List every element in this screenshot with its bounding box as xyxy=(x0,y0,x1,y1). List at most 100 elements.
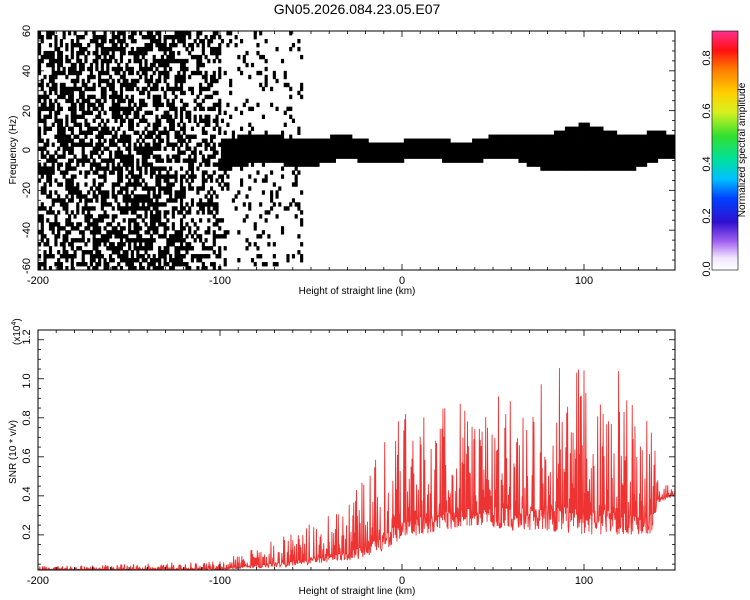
heatmap-cell xyxy=(526,158,530,163)
heatmap-cell xyxy=(534,162,538,167)
heatmap-cell xyxy=(529,146,533,151)
heatmap-cell xyxy=(139,106,143,112)
heatmap-cell xyxy=(139,50,143,56)
heatmap-cell xyxy=(466,146,470,151)
heatmap-cell xyxy=(70,70,74,76)
heatmap-cell xyxy=(201,50,205,56)
heatmap-cell xyxy=(111,82,115,88)
heatmap-cell xyxy=(111,54,115,60)
heatmap-cell xyxy=(43,126,47,131)
heatmap-cell xyxy=(73,190,77,195)
heatmap-cell xyxy=(103,198,107,203)
heatmap-cell xyxy=(573,158,577,163)
heatmap-cell xyxy=(403,154,407,159)
heatmap-cell xyxy=(248,174,252,179)
heatmap-cell xyxy=(196,66,200,72)
heatmap-cell xyxy=(78,66,83,72)
heatmap-cell xyxy=(638,158,642,163)
heatmap-cell xyxy=(46,254,50,259)
heatmap-cell xyxy=(169,174,173,179)
heatmap-cell xyxy=(117,146,121,151)
heatmap-cell xyxy=(40,78,44,84)
heatmap-cell xyxy=(155,258,159,263)
heatmap-cell xyxy=(133,202,137,207)
heatmap-cell xyxy=(179,142,184,147)
heatmap-cell xyxy=(128,154,132,159)
heatmap-cell xyxy=(128,246,132,251)
heatmap-cell xyxy=(62,70,66,76)
heatmap-cell xyxy=(586,154,590,159)
heatmap-cell xyxy=(139,46,143,52)
heatmap-cell xyxy=(215,122,219,127)
heatmap-cell xyxy=(95,134,99,139)
heatmap-cell xyxy=(611,134,615,139)
heatmap-cell xyxy=(130,126,134,131)
heatmap-cell xyxy=(89,166,93,171)
heatmap-cell xyxy=(84,242,88,247)
heatmap-cell xyxy=(139,194,143,199)
heatmap-cell xyxy=(133,58,137,64)
heatmap-cell xyxy=(158,130,162,135)
heatmap-cell xyxy=(357,158,361,163)
heatmap-cell xyxy=(158,154,162,159)
heatmap-cell xyxy=(305,146,309,151)
heatmap-cell xyxy=(218,166,222,171)
heatmap-cell xyxy=(130,230,134,235)
heatmap-cell xyxy=(89,66,93,72)
heatmap-cell xyxy=(182,78,186,84)
heatmap-cell xyxy=(660,146,664,151)
heatmap-cell xyxy=(166,186,170,191)
heatmap-cell xyxy=(343,150,347,155)
heatmap-cell xyxy=(291,170,296,175)
heatmap-cell xyxy=(188,246,192,251)
heatmap-cell xyxy=(65,194,69,199)
snr-x-axis-label: Height of straight line (km) xyxy=(299,586,416,597)
heatmap-cell xyxy=(600,166,604,171)
heatmap-cell xyxy=(111,34,115,40)
heatmap-cell xyxy=(253,222,257,227)
heatmap-cell xyxy=(149,226,154,231)
heatmap-cell xyxy=(152,194,156,199)
heatmap-cell xyxy=(171,262,175,267)
heatmap-cell xyxy=(472,138,476,143)
heatmap-cell xyxy=(201,74,205,80)
heatmap-cell xyxy=(117,126,121,131)
heatmap-cell xyxy=(319,158,323,163)
heatmap-cell xyxy=(62,90,66,96)
heatmap-cell xyxy=(272,142,276,147)
heatmap-cell xyxy=(534,142,538,147)
heatmap-cell xyxy=(179,98,184,104)
heatmap-cell xyxy=(89,94,93,100)
heatmap-cell xyxy=(207,82,211,88)
heatmap-cell xyxy=(229,142,233,147)
heatmap-cell xyxy=(59,122,63,127)
heatmap-cell xyxy=(106,162,110,167)
heatmap-cell xyxy=(46,178,50,183)
heatmap-cell xyxy=(152,82,156,88)
heatmap-cell xyxy=(136,194,140,199)
heatmap-cell xyxy=(201,154,205,159)
heatmap-cell xyxy=(199,38,203,44)
heatmap-cell xyxy=(76,58,80,64)
heatmap-cell xyxy=(354,146,358,151)
heatmap-cell xyxy=(108,254,113,259)
heatmap-cell xyxy=(43,258,47,263)
heatmap-cell xyxy=(155,38,159,44)
heatmap-cell xyxy=(253,134,257,139)
heatmap-cell xyxy=(592,134,596,139)
heatmap-cell xyxy=(40,34,44,40)
y-tick-label: 0.6 xyxy=(21,448,33,463)
heatmap-cell xyxy=(92,190,96,195)
heatmap-cell xyxy=(261,178,265,183)
heatmap-cell xyxy=(128,34,132,40)
heatmap-cell xyxy=(488,134,492,139)
heatmap-cell xyxy=(592,150,596,155)
heatmap-cell xyxy=(469,158,473,163)
heatmap-cell xyxy=(212,222,216,227)
heatmap-cell xyxy=(562,134,566,139)
heatmap-cell xyxy=(78,122,83,127)
heatmap-cell xyxy=(234,142,238,147)
heatmap-cell xyxy=(111,78,115,84)
heatmap-cell xyxy=(179,166,184,171)
heatmap-cell xyxy=(193,106,197,112)
